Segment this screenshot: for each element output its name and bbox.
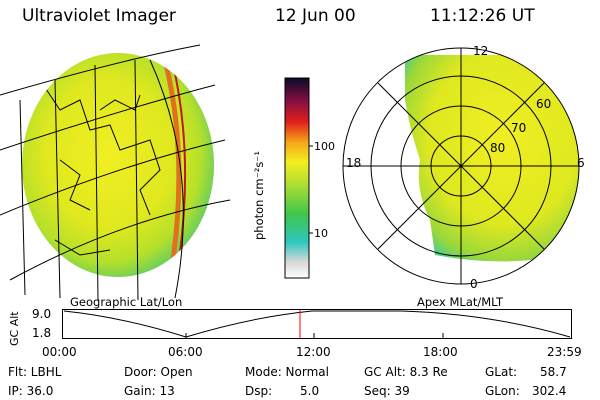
geographic-image xyxy=(0,44,231,301)
altitude-curve xyxy=(63,310,571,338)
glat-label: GLat: xyxy=(485,365,518,379)
gc-alt-min: 1.8 xyxy=(32,326,52,340)
left-caption: Geographic Lat/Lon xyxy=(70,295,183,309)
mlat-label-80: 80 xyxy=(490,141,506,155)
time-label: 11:12:26 UT xyxy=(430,6,535,26)
glon-value: 302.4 xyxy=(532,384,567,398)
gc-alt-label: GC Alt: 8.3 Re xyxy=(364,365,448,379)
auroral-edge xyxy=(162,59,182,277)
x-tick-0000: 00:00 xyxy=(42,345,77,359)
mlt-label-0: 0 xyxy=(470,277,478,291)
glon-label: GLon: xyxy=(485,384,520,398)
right-caption: Apex MLat/MLT xyxy=(417,295,504,309)
coastline xyxy=(39,79,161,216)
mlat-label-60: 60 xyxy=(536,97,552,111)
mlt-label-12: 12 xyxy=(473,44,489,58)
date-label: 12 Jun 00 xyxy=(275,6,356,26)
x-tick-1200: 12:00 xyxy=(296,345,331,359)
mlt-label-18: 18 xyxy=(346,156,362,170)
door-label: Door: Open xyxy=(124,365,193,379)
colorbar-title: photon cm⁻²s⁻¹ xyxy=(252,151,266,240)
polar-plot xyxy=(342,47,580,285)
polar-grid xyxy=(342,47,580,285)
altitude-plot xyxy=(62,309,572,339)
earth-disk xyxy=(22,53,214,277)
instrument-title: Ultraviolet Imager xyxy=(22,6,176,26)
mlat-label-70: 70 xyxy=(511,121,527,135)
gc-alt-axis-label: GC Alt xyxy=(8,311,21,346)
lat-lon-grid xyxy=(0,44,231,301)
glat-value: 58.7 xyxy=(540,365,567,379)
gain-label: Gain: 13 xyxy=(124,384,175,398)
gc-alt-max: 9.0 xyxy=(32,307,52,321)
mlt-label-6: 6 xyxy=(577,156,585,170)
x-tick-2359: 23:59 xyxy=(547,345,582,359)
colorbar-tick-100: 100 xyxy=(314,140,335,153)
x-tick-1800: 18:00 xyxy=(423,345,458,359)
colorbar xyxy=(284,77,313,279)
mode-label: Mode: Normal xyxy=(245,365,329,379)
dsp-value: 5.0 xyxy=(300,384,320,398)
seq-label: Seq: 39 xyxy=(364,384,410,398)
x-tick-0600: 06:00 xyxy=(168,345,203,359)
flt-label: Flt: LBHL xyxy=(8,365,62,379)
colorbar-tick-10: 10 xyxy=(314,227,328,240)
ip-label: IP: 36.0 xyxy=(8,384,54,398)
dsp-label: Dsp: xyxy=(245,384,273,398)
